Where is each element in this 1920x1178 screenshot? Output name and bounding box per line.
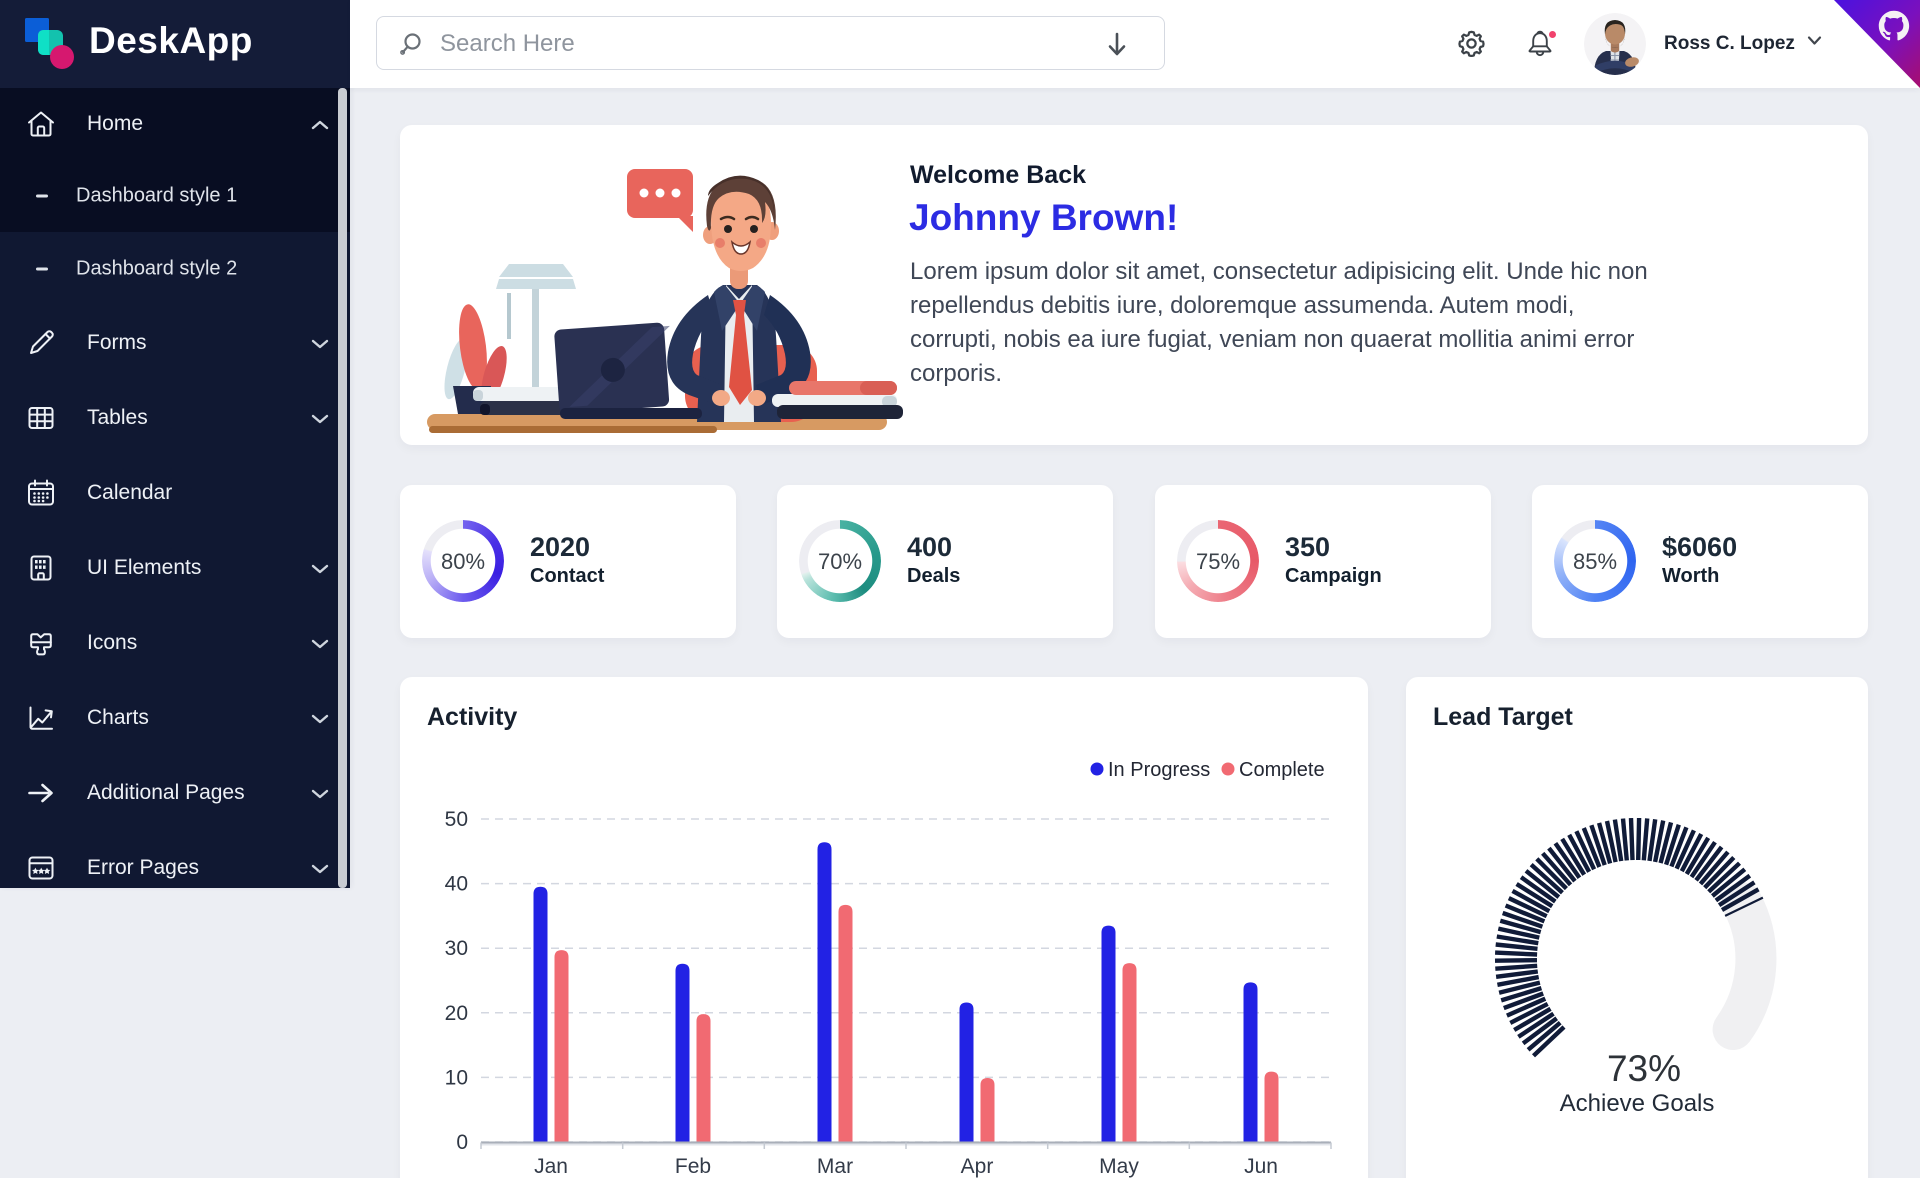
svg-text:Jan: Jan xyxy=(534,1155,568,1178)
svg-text:Feb: Feb xyxy=(675,1155,711,1178)
svg-text:Jun: Jun xyxy=(1244,1155,1278,1178)
svg-text:Apr: Apr xyxy=(961,1155,994,1178)
svg-text:20: 20 xyxy=(445,1002,468,1025)
svg-text:40: 40 xyxy=(445,873,468,896)
svg-text:Complete: Complete xyxy=(1239,759,1325,781)
svg-text:Mar: Mar xyxy=(817,1155,853,1178)
svg-text:In Progress: In Progress xyxy=(1108,759,1210,781)
svg-text:0: 0 xyxy=(456,1131,468,1154)
svg-text:10: 10 xyxy=(445,1066,468,1089)
svg-text:50: 50 xyxy=(445,808,468,831)
svg-text:May: May xyxy=(1099,1155,1139,1178)
svg-text:30: 30 xyxy=(445,937,468,960)
